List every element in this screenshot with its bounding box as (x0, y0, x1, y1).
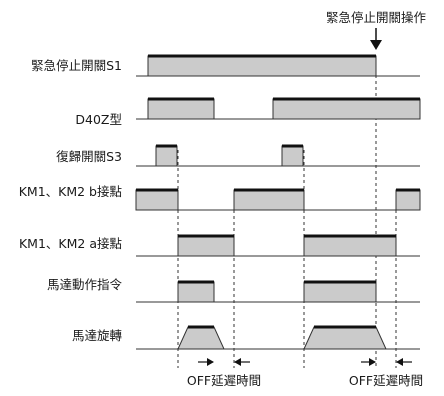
label-emergency-stop-s1: 緊急停止開關S1 (31, 58, 122, 73)
label-reset-s3: 復歸開關S3 (56, 149, 122, 164)
label-km-a-contact: KM1、KM2 a接點 (19, 236, 122, 251)
signal-pulse-s1 (147, 55, 377, 77)
label-motor-rotation: 馬達旋轉 (72, 328, 123, 343)
label-motor-command: 馬達動作指令 (47, 277, 123, 292)
trace-motor-command (136, 280, 420, 303)
delay-label-1: OFF延遲時間 (187, 373, 261, 388)
trace-emergency-stop-s1 (136, 54, 420, 77)
trace-km-b-contact (135, 188, 421, 211)
signal-pulse-kma-2 (303, 235, 397, 257)
signal-pulse-d40z-1 (147, 98, 215, 120)
trace-motor-rotation (136, 325, 420, 350)
trace-d40z (136, 97, 421, 120)
dashed-guides (177, 75, 397, 368)
delay-1-arrow-left-head (207, 358, 214, 366)
signal-pulse-cmd-1 (177, 281, 215, 303)
signal-pulse-kmb-1 (135, 189, 179, 211)
signal-pulse-kma-1 (177, 235, 235, 257)
trace-reset-s3 (136, 144, 420, 167)
signal-pulse-kmb-2 (233, 189, 305, 211)
signal-ramp-rot-2 (303, 326, 387, 350)
delay-indicator-1 (198, 358, 250, 366)
delay-1-arrow-right-head (234, 358, 241, 366)
signal-ramp-rot-1 (177, 326, 225, 350)
signal-pulse-kmb-3 (395, 189, 421, 211)
label-km-b-contact: KM1、KM2 b接點 (19, 184, 122, 199)
delay-indicator-2 (361, 358, 412, 366)
signal-pulse-s3-1 (155, 145, 178, 167)
delay-2-arrow-left-head (369, 358, 376, 366)
label-d40z: D40Z型 (75, 112, 122, 127)
signal-pulse-s3-2 (281, 145, 304, 167)
signal-pulse-cmd-2 (303, 281, 377, 303)
annotation-arrow-head (370, 40, 382, 50)
annotation-emergency-operation: 緊急停止開關操作 (326, 10, 427, 25)
signal-pulse-d40z-2 (272, 98, 421, 120)
delay-label-2: OFF延遲時間 (349, 373, 423, 388)
trace-km-a-contact (136, 234, 420, 257)
delay-2-arrow-right-head (396, 358, 403, 366)
